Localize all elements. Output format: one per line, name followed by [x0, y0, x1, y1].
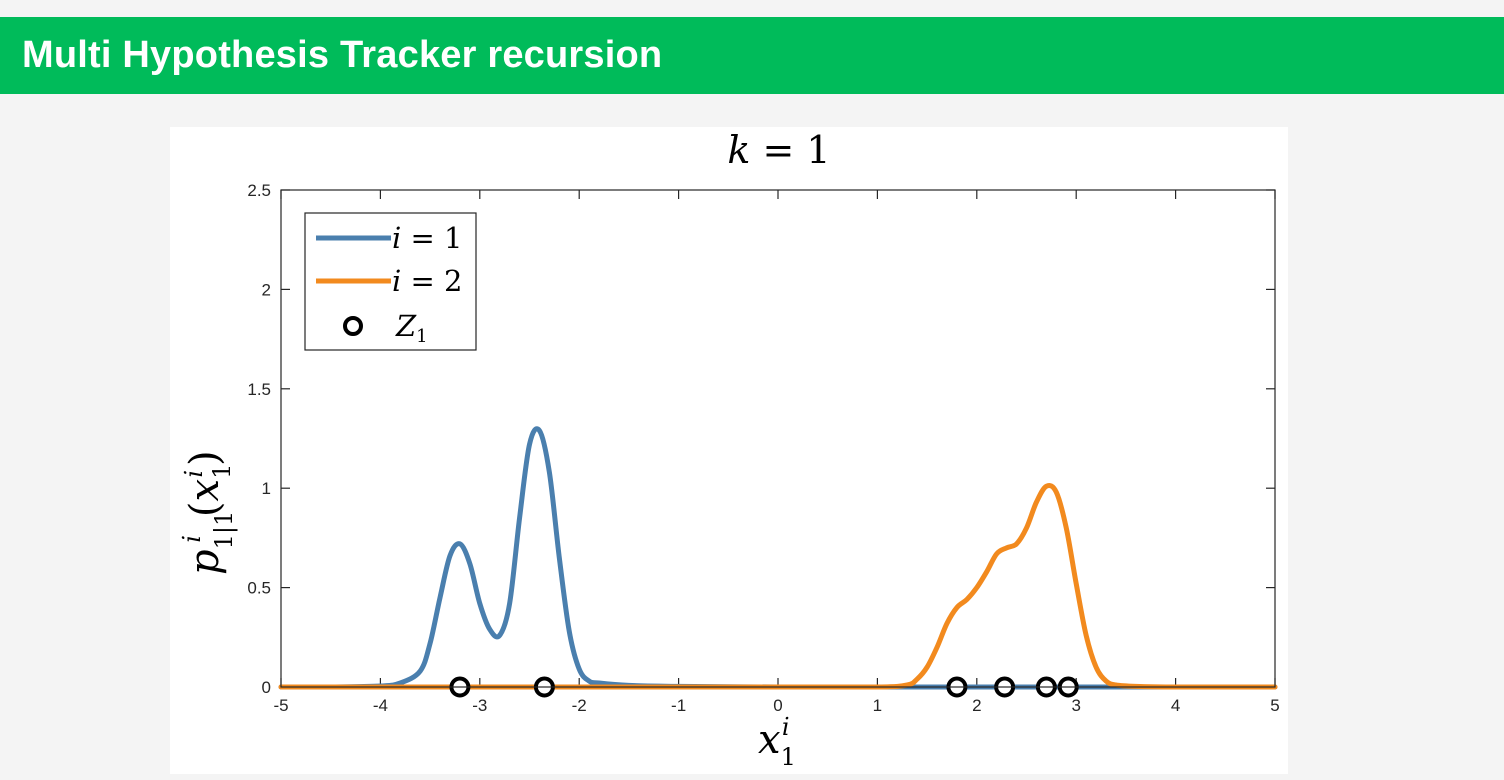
- x-tick-label: 4: [1171, 696, 1180, 715]
- series-lines: [278, 426, 1278, 690]
- y-tick-label: 1: [262, 479, 271, 498]
- y-tick-label: 0: [262, 678, 271, 697]
- x-axis-label: x1i: [758, 713, 796, 771]
- y-tick-label: 0.5: [247, 579, 271, 598]
- x-tick-label: 0: [773, 696, 782, 715]
- chart-figure: -5 -4 -3 -2 -1 0 1 2 3 4 5 0 0.5 1 1.5 2 2.5 k = 1 p1|1i…: [170, 127, 1288, 774]
- series-line-i2: [278, 482, 1278, 690]
- y-tick-label: 1.5: [247, 380, 271, 399]
- series-line-i1: [278, 426, 1278, 690]
- legend-marker-z1: [343, 316, 363, 336]
- x-tick-label: -1: [671, 696, 686, 715]
- y-tick-label: 2: [262, 280, 271, 299]
- line-chart: -5 -4 -3 -2 -1 0 1 2 3 4 5 0 0.5 1 1.5 2 2.5 k = 1 p1|1i…: [178, 128, 1280, 771]
- legend-label-z1: Z1: [395, 309, 428, 347]
- x-tick-label: -3: [472, 696, 487, 715]
- y-tick-label: 2.5: [247, 181, 271, 200]
- x-tick-label: -5: [273, 696, 288, 715]
- x-tick-label: -2: [572, 696, 587, 715]
- slide-header: Multi Hypothesis Tracker recursion: [0, 17, 1504, 94]
- plot-frame: [280, 189, 1276, 688]
- axis-ticks: -5 -4 -3 -2 -1 0 1 2 3 4 5 0 0.5 1 1.5 2 2.5: [247, 181, 1279, 715]
- slide-title: Multi Hypothesis Tracker recursion: [22, 34, 663, 76]
- chart-title: k = 1: [727, 128, 830, 172]
- x-tick-label: 5: [1270, 696, 1279, 715]
- legend: i = 1 i = 2 Z1: [304, 212, 477, 351]
- x-tick-label: 2: [972, 696, 981, 715]
- x-tick-label: -4: [373, 696, 388, 715]
- x-tick-label: 3: [1071, 696, 1080, 715]
- legend-label-i2: i = 2: [392, 264, 462, 298]
- legend-label-i1: i = 1: [392, 221, 462, 255]
- x-tick-label: 1: [873, 696, 882, 715]
- y-axis-label: p1|1i(x1i): [178, 450, 239, 575]
